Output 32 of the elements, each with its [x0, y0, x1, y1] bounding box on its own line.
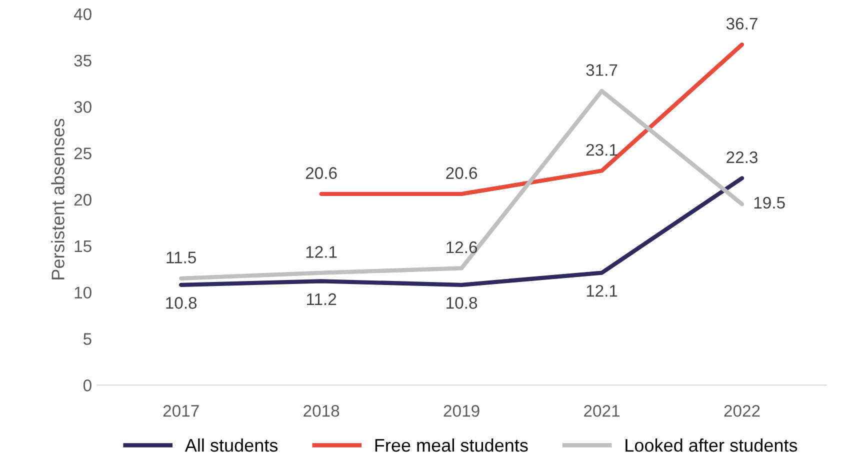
data-label: 31.7	[586, 64, 618, 76]
data-label: 11.5	[166, 252, 196, 264]
x-tick-label: 2022	[724, 405, 760, 417]
x-tick-label: 2017	[163, 405, 199, 417]
data-label: 12.1	[306, 246, 337, 258]
data-label: 10.8	[166, 297, 197, 309]
data-label: 19.5	[754, 196, 785, 209]
x-tick-label: 2018	[304, 405, 340, 417]
data-label: 23.1	[586, 144, 618, 156]
y-tick-label: 5	[83, 333, 92, 345]
data-label: 22.3	[726, 151, 758, 164]
data-label: 12.6	[446, 241, 478, 254]
y-tick-label: 10	[74, 286, 92, 299]
data-label: 12.1	[586, 284, 618, 297]
y-tick-label: 40	[74, 8, 92, 20]
y-tick-label: 30	[74, 101, 92, 113]
x-tick-label: 2019	[444, 405, 480, 417]
data-label: 20.6	[446, 167, 478, 179]
y-tick-label: 25	[74, 148, 92, 160]
y-tick-label: 15	[74, 240, 92, 252]
data-label: 11.2	[306, 293, 336, 305]
y-axis-title: Persistent absenses	[51, 118, 64, 280]
y-tick-label: 35	[74, 54, 92, 67]
legend-label: All students	[184, 438, 278, 452]
data-label: 36.7	[726, 18, 758, 30]
legend-label: Free meal students	[375, 438, 528, 452]
y-tick-label: 20	[74, 194, 92, 206]
x-tick-label: 2021	[584, 405, 620, 417]
data-label: 10.8	[446, 297, 478, 309]
y-tick-label: 0	[83, 380, 92, 392]
legend-label: Looked after students	[626, 438, 798, 452]
data-label: 20.6	[306, 167, 337, 179]
